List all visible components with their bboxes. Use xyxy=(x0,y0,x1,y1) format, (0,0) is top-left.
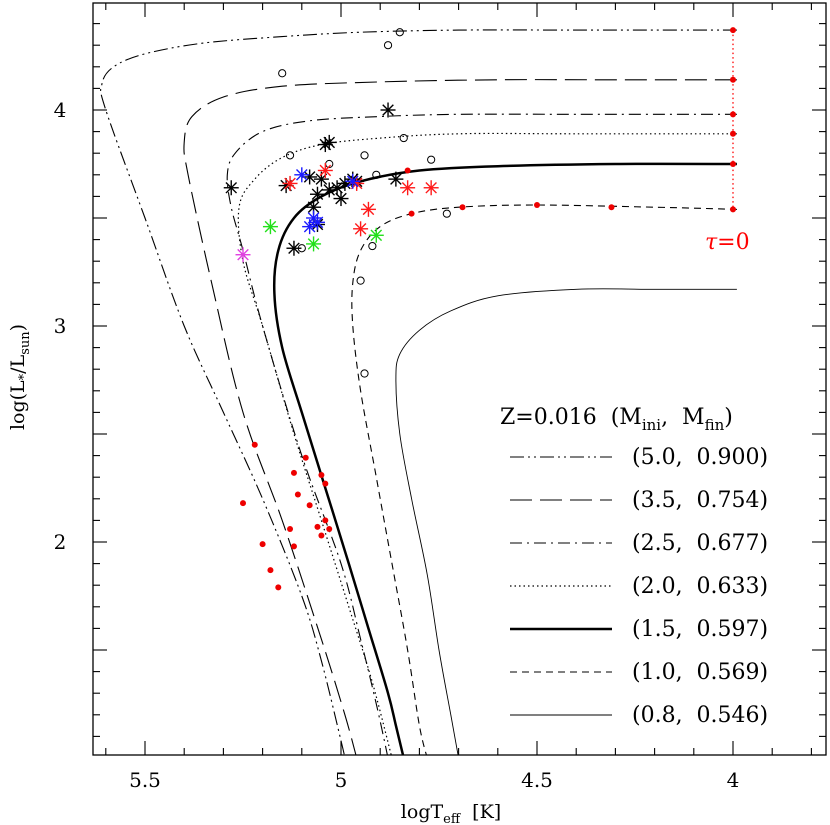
red-star-point xyxy=(353,221,369,237)
legend-entry: (1.5, 0.597) xyxy=(632,617,768,642)
track-curve-2 xyxy=(226,113,737,755)
red-dot-point xyxy=(608,204,615,211)
red-dot-point xyxy=(404,167,411,174)
red-dot-point xyxy=(275,584,282,591)
red-star-point xyxy=(423,180,439,196)
red-dot-point xyxy=(251,441,258,448)
legend-entry: (3.5, 0.754) xyxy=(632,488,768,513)
red-dot-point xyxy=(267,567,274,574)
track-curve-5 xyxy=(351,204,737,755)
red-dot-point xyxy=(730,130,736,137)
magenta-star-point xyxy=(235,247,251,263)
red-dot-point xyxy=(322,517,329,524)
open-circle-point xyxy=(395,28,404,37)
black-star-point xyxy=(388,171,404,187)
green-star-point xyxy=(306,236,322,252)
green-star-point xyxy=(368,227,384,243)
red-dot-point xyxy=(322,480,329,487)
red-dot-point xyxy=(290,469,297,476)
red-dot-point xyxy=(306,502,313,509)
open-circle-point xyxy=(356,276,365,285)
y-axis-label: log(L*/Lsun) xyxy=(7,324,33,430)
red-dot-point xyxy=(730,27,736,34)
red-dot-point xyxy=(240,500,246,507)
red-dot-point xyxy=(326,526,333,533)
open-circle-point xyxy=(372,170,381,179)
x-tick-label: 5.5 xyxy=(129,768,161,792)
black-star-point xyxy=(223,180,239,196)
data-markers xyxy=(223,27,736,591)
red-star-point xyxy=(400,180,416,196)
y-tick-label: 2 xyxy=(54,530,67,554)
plot-frame xyxy=(92,2,827,756)
legend-entry: (2.0, 0.633) xyxy=(632,574,768,599)
red-dot-point xyxy=(730,76,736,83)
blue-star-point xyxy=(345,173,361,189)
red-dot-point xyxy=(408,210,415,217)
red-dot-point xyxy=(459,204,466,211)
red-dot-point xyxy=(314,523,321,530)
black-star-point xyxy=(380,102,396,118)
blue-star-point xyxy=(309,214,325,230)
track-curve-6 xyxy=(395,288,737,755)
red-dot-point xyxy=(730,111,736,118)
x-tick-label: 5 xyxy=(335,768,348,792)
open-circle-point xyxy=(427,155,436,164)
legend: Z=0.016 (Mini, Mfin) (5.0, 0.900) (3.5, … xyxy=(500,405,768,728)
legend-entry: (0.8, 0.546) xyxy=(632,703,768,728)
black-star-point xyxy=(306,199,322,215)
blue-star-point xyxy=(302,219,318,235)
red-dot-point xyxy=(534,202,540,209)
black-star-point xyxy=(329,180,345,196)
red-dot-point xyxy=(287,526,294,533)
open-circle-point xyxy=(285,151,295,160)
red-dot-point xyxy=(294,491,301,498)
tau-zero-label: τ=0 xyxy=(705,230,750,255)
red-star-point xyxy=(360,201,376,217)
open-circle-point xyxy=(399,133,408,143)
red-dot-point xyxy=(318,532,325,539)
red-dot-point xyxy=(318,472,325,479)
legend-entry: (2.5, 0.677) xyxy=(632,531,768,556)
red-dot-point xyxy=(302,454,309,461)
black-star-point xyxy=(286,240,302,256)
y-tick-label: 3 xyxy=(54,314,67,338)
x-axis-label: logTeff [K] xyxy=(401,801,501,825)
track-curve-0 xyxy=(100,29,737,755)
black-star-point xyxy=(309,186,325,202)
open-circle-point xyxy=(278,69,287,78)
legend-title: Z=0.016 (Mini, Mfin) xyxy=(500,405,733,434)
open-circle-point xyxy=(360,369,369,378)
y-tick-label: 4 xyxy=(54,98,67,122)
open-circle-point xyxy=(360,151,369,160)
red-dot-point xyxy=(730,206,736,213)
track-curves xyxy=(100,29,737,755)
black-star-point xyxy=(333,191,349,207)
axis-ticks xyxy=(93,3,826,755)
open-circle-point xyxy=(383,41,393,50)
x-tick-label: 4 xyxy=(727,768,740,792)
track-curve-3 xyxy=(237,132,737,755)
track-curve-4 xyxy=(272,162,737,755)
green-star-point xyxy=(262,219,278,235)
open-circle-point xyxy=(442,209,451,218)
x-tick-label: 4.5 xyxy=(521,768,553,792)
red-star-point xyxy=(317,162,333,178)
legend-entry: (5.0, 0.900) xyxy=(632,445,768,470)
red-dot-point xyxy=(259,541,266,548)
red-dot-point xyxy=(290,543,297,550)
red-dot-point xyxy=(730,161,736,167)
black-star-point xyxy=(302,169,318,185)
open-circle-point xyxy=(368,241,377,251)
blue-star-point xyxy=(294,167,310,183)
legend-entry: (1.0, 0.569) xyxy=(632,660,768,685)
track-curve-1 xyxy=(183,79,737,755)
red-star-point xyxy=(282,175,298,191)
black-star-point xyxy=(321,134,337,150)
legend-line-samples xyxy=(510,456,612,716)
